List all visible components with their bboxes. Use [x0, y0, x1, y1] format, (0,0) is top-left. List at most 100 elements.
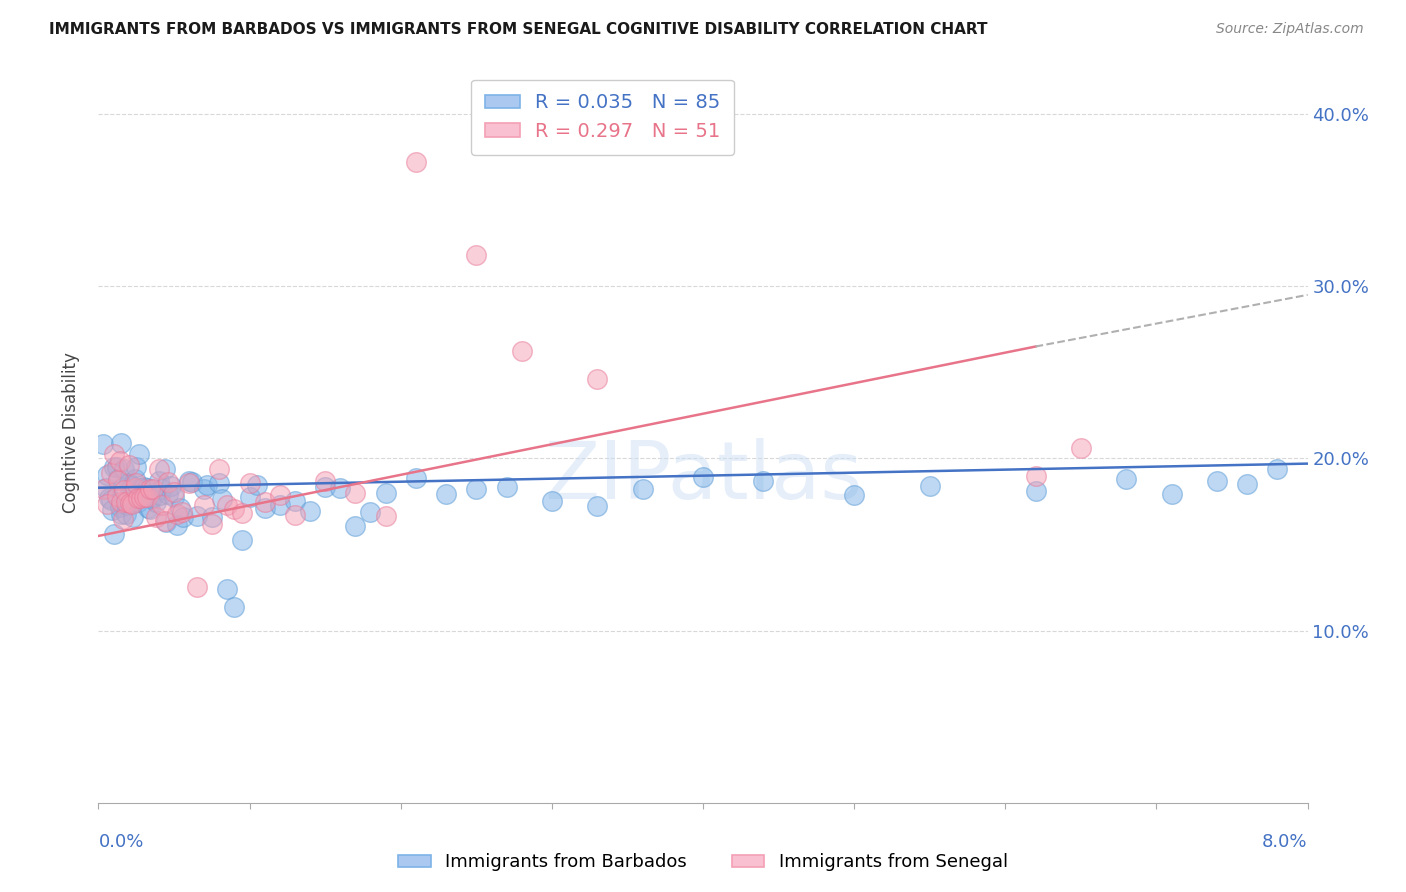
Point — [1025, 483, 1047, 498]
Point — [253, 495, 276, 509]
Point — [495, 480, 517, 494]
Point — [125, 476, 148, 491]
Point — [631, 482, 654, 496]
Text: ZIPatlas: ZIPatlas — [544, 438, 862, 516]
Point — [114, 495, 136, 509]
Point — [434, 487, 457, 501]
Text: Source: ZipAtlas.com: Source: ZipAtlas.com — [1216, 22, 1364, 37]
Point — [142, 482, 165, 496]
Point — [314, 480, 336, 494]
Point — [127, 495, 149, 509]
Point — [299, 504, 322, 518]
Point — [224, 501, 246, 516]
Point — [163, 485, 186, 500]
Point — [150, 482, 173, 496]
Point — [1267, 461, 1289, 475]
Point — [108, 454, 131, 468]
Point — [145, 510, 167, 524]
Point — [115, 499, 138, 513]
Legend: R = 0.035   N = 85, R = 0.297   N = 51: R = 0.035 N = 85, R = 0.297 N = 51 — [471, 79, 734, 154]
Point — [135, 491, 157, 505]
Point — [156, 487, 179, 501]
Point — [163, 490, 186, 504]
Point — [111, 479, 134, 493]
Point — [112, 483, 135, 497]
Y-axis label: Cognitive Disability: Cognitive Disability — [62, 352, 80, 513]
Point — [215, 582, 238, 596]
Point — [93, 483, 115, 497]
Point — [179, 474, 201, 488]
Point — [179, 475, 201, 490]
Point — [100, 492, 122, 507]
Point — [139, 482, 162, 496]
Point — [153, 462, 176, 476]
Point — [103, 447, 125, 461]
Point — [405, 471, 427, 485]
Point — [111, 512, 134, 526]
Point — [329, 481, 352, 495]
Point — [269, 498, 291, 512]
Point — [465, 248, 488, 262]
Point — [135, 481, 157, 495]
Point — [246, 478, 269, 492]
Point — [103, 460, 125, 475]
Point — [118, 492, 141, 507]
Point — [360, 505, 382, 519]
Point — [107, 472, 129, 486]
Point — [186, 581, 208, 595]
Text: 8.0%: 8.0% — [1263, 833, 1308, 851]
Point — [193, 498, 215, 512]
Point — [1206, 474, 1229, 488]
Point — [145, 495, 167, 509]
Point — [284, 508, 307, 522]
Point — [153, 514, 176, 528]
Point — [540, 493, 562, 508]
Point — [169, 500, 191, 515]
Point — [149, 488, 172, 502]
Point — [96, 468, 118, 483]
Point — [918, 479, 941, 493]
Point — [139, 502, 162, 516]
Point — [586, 372, 609, 386]
Point — [239, 476, 262, 491]
Point — [465, 482, 488, 496]
Point — [405, 155, 427, 169]
Point — [374, 509, 396, 524]
Point — [374, 486, 396, 500]
Point — [510, 344, 533, 359]
Point — [110, 494, 132, 508]
Point — [132, 485, 155, 500]
Point — [108, 500, 131, 514]
Point — [127, 491, 149, 506]
Point — [105, 459, 128, 474]
Point — [186, 509, 208, 524]
Point — [118, 458, 141, 472]
Point — [118, 476, 141, 491]
Point — [132, 490, 155, 504]
Point — [1070, 442, 1092, 456]
Point — [284, 493, 307, 508]
Point — [160, 479, 183, 493]
Point — [586, 500, 609, 514]
Point — [1236, 476, 1258, 491]
Point — [129, 491, 152, 505]
Point — [129, 481, 152, 495]
Point — [344, 486, 367, 500]
Point — [142, 490, 165, 504]
Point — [103, 526, 125, 541]
Point — [101, 503, 124, 517]
Point — [752, 475, 775, 489]
Point — [193, 482, 215, 496]
Point — [148, 475, 170, 489]
Point — [201, 517, 224, 532]
Point — [211, 492, 233, 507]
Point — [107, 473, 129, 487]
Point — [156, 475, 179, 489]
Point — [96, 497, 118, 511]
Point — [231, 533, 253, 547]
Point — [110, 435, 132, 450]
Point — [124, 472, 146, 486]
Point — [239, 490, 262, 504]
Point — [136, 500, 159, 515]
Point — [692, 470, 714, 484]
